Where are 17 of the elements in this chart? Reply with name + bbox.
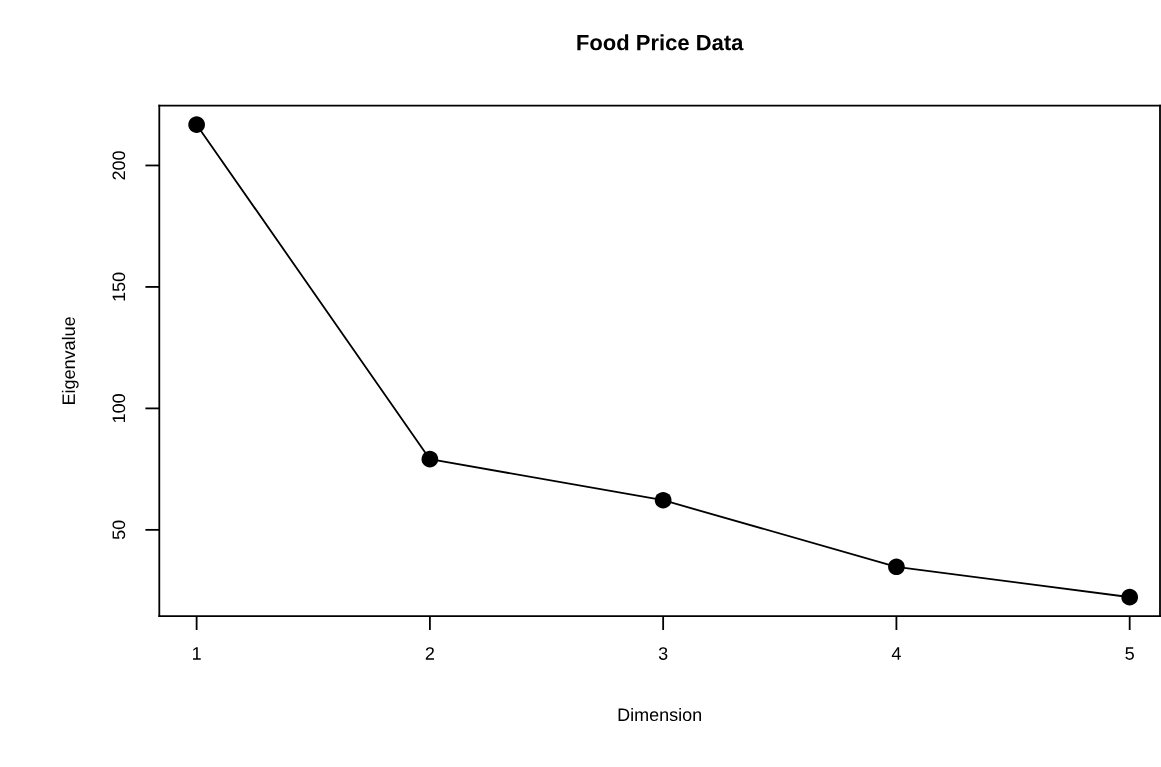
y-tick-label: 200 <box>112 151 126 180</box>
x-tick-label: 4 <box>891 647 901 660</box>
y-tick-label: 150 <box>112 272 126 301</box>
x-tick-label: 3 <box>658 647 668 660</box>
chart-title: Food Price Data <box>577 34 744 51</box>
point <box>188 116 205 133</box>
y-tick-label: 50 <box>112 520 126 540</box>
point <box>654 491 672 509</box>
x-axis-title: Dimension <box>618 707 701 722</box>
point <box>421 450 439 468</box>
point <box>1121 588 1139 606</box>
x-tick-label: 5 <box>1125 647 1134 660</box>
y-tick-label: 100 <box>112 394 126 423</box>
y-axis-title: Eigenvalue <box>61 317 79 404</box>
x-tick-label: 1 <box>192 647 201 660</box>
point <box>888 558 905 576</box>
x-tick-label: 2 <box>425 647 434 660</box>
